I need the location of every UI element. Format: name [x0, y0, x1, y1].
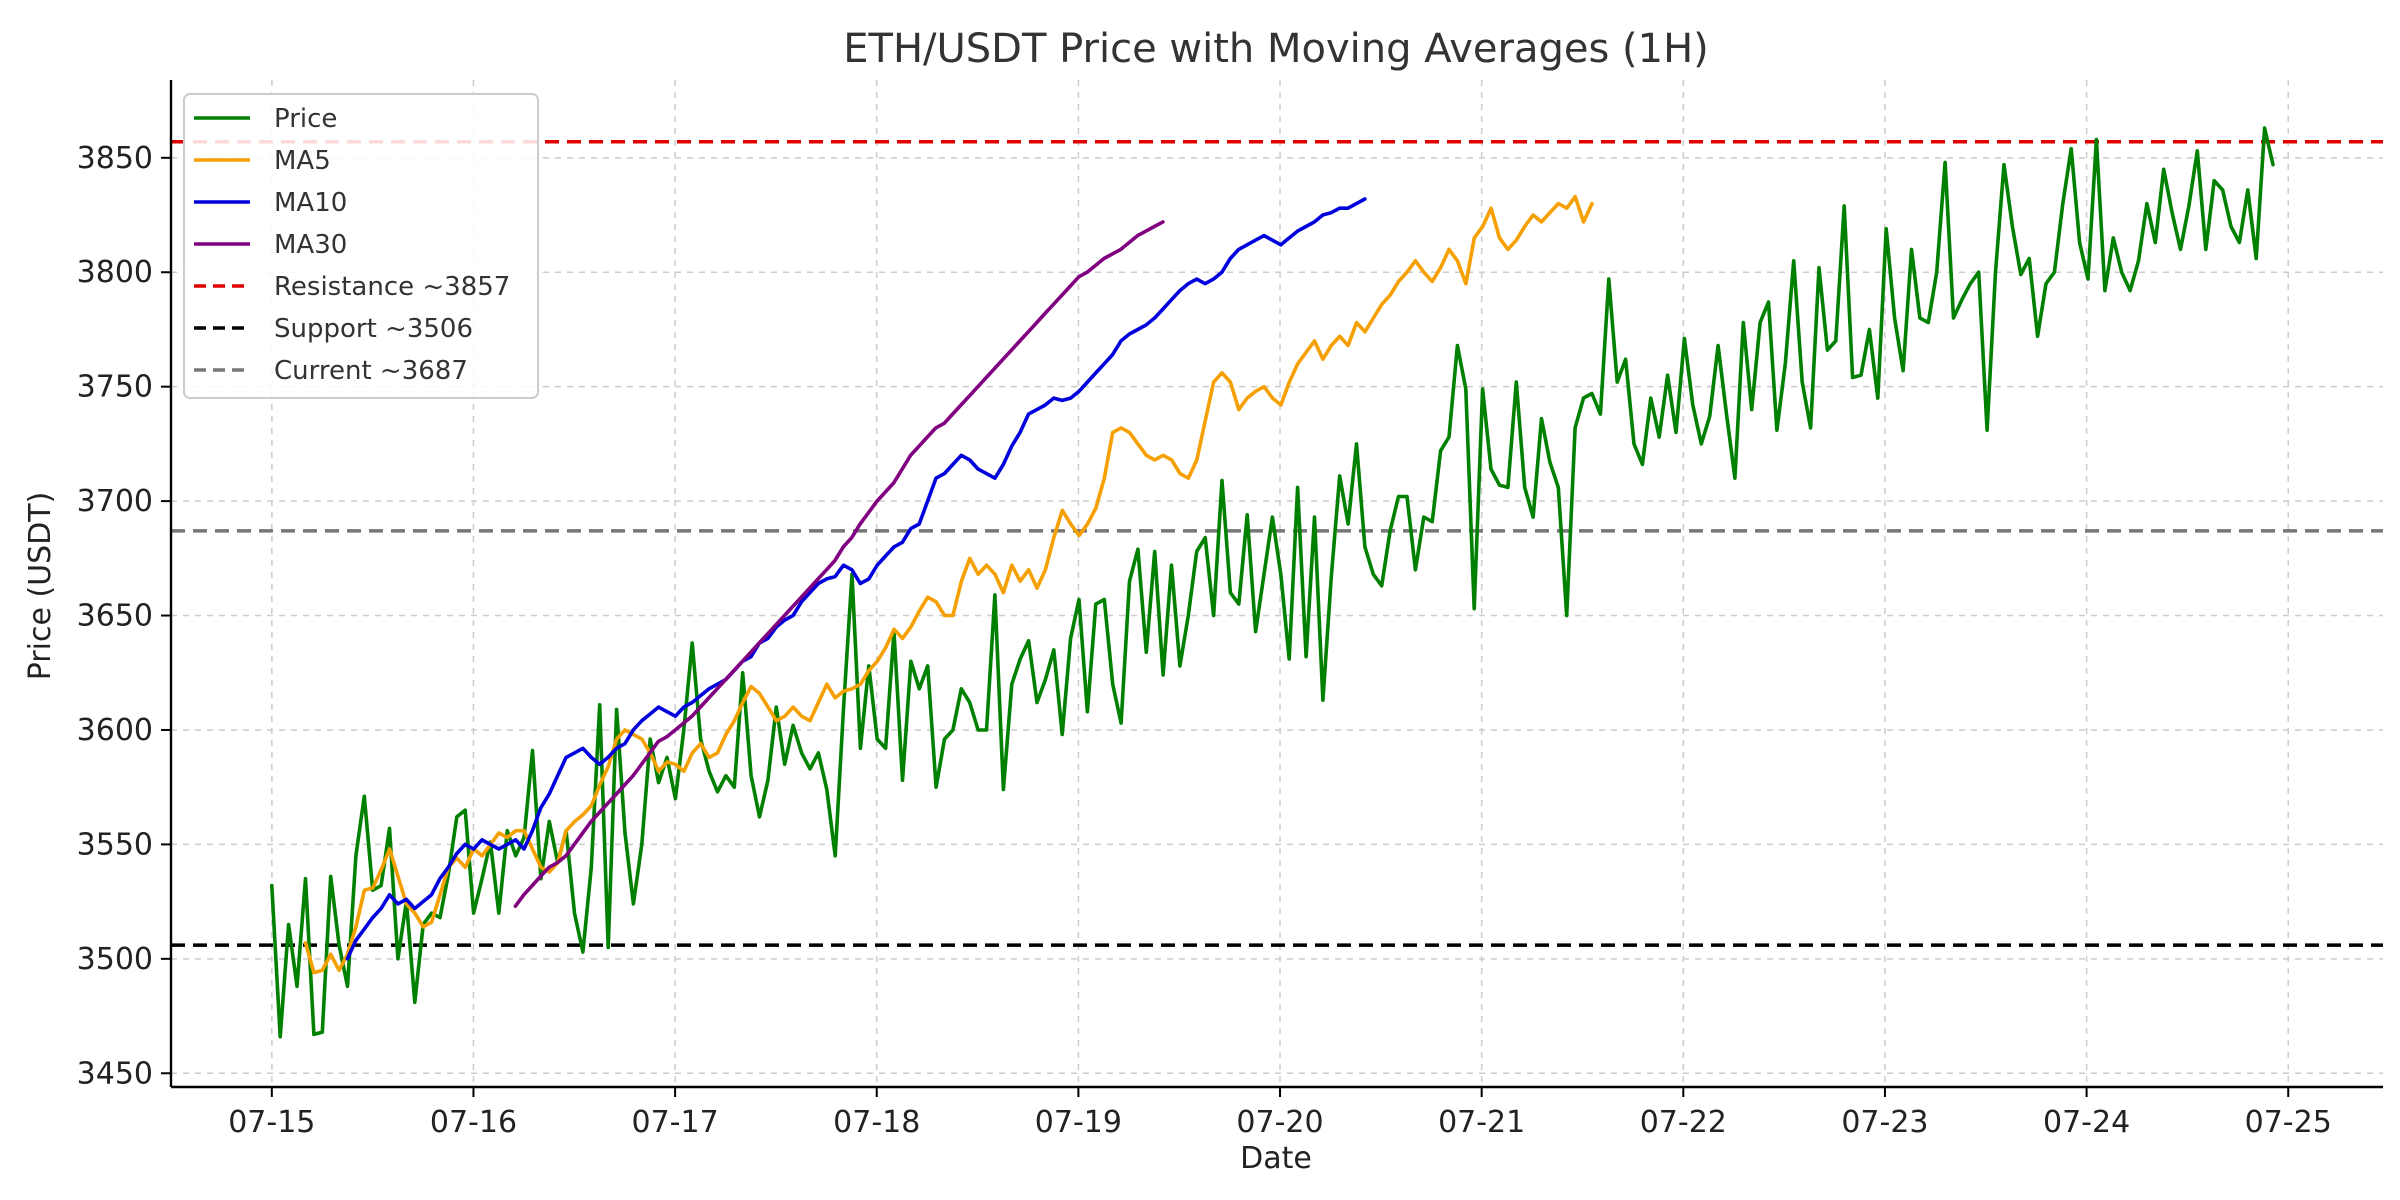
y-tick-label: 3700 — [77, 484, 153, 519]
x-tick-label: 07-24 — [2043, 1105, 2130, 1140]
y-axis-label: Price (USDT) — [23, 492, 58, 681]
series-ma10 — [345, 197, 1367, 961]
series-price — [269, 126, 2275, 1039]
x-tick-label: 07-17 — [632, 1105, 719, 1140]
series-line-price — [269, 126, 2275, 1039]
y-tick-label: 3800 — [77, 255, 153, 290]
y-tick-label: 3850 — [77, 141, 153, 176]
x-tick-label: 07-18 — [833, 1105, 920, 1140]
y-tick-label: 3750 — [77, 370, 153, 405]
series-line-ma30 — [513, 220, 1165, 909]
x-tick-label: 07-22 — [1640, 1105, 1727, 1140]
legend-label: Current ~3687 — [274, 356, 468, 386]
legend-label: MA10 — [274, 188, 347, 218]
legend-label: Price — [274, 104, 337, 134]
series-ma5 — [303, 194, 1594, 975]
y-tick-label: 3450 — [77, 1056, 153, 1091]
legend-label: Resistance ~3857 — [274, 272, 510, 302]
x-tick-label: 07-21 — [1438, 1105, 1525, 1140]
y-tick-label: 3650 — [77, 599, 153, 634]
series-line-ma10 — [345, 197, 1367, 961]
series-ma30 — [513, 220, 1165, 909]
series-lines — [269, 126, 2275, 1039]
legend-label: Support ~3506 — [274, 314, 473, 344]
x-tick-label: 07-16 — [430, 1105, 517, 1140]
x-axis-label: Date — [1240, 1141, 1312, 1176]
chart-title: ETH/USDT Price with Moving Averages (1H) — [843, 26, 1709, 72]
axes — [169, 80, 2383, 1089]
y-tick-label: 3550 — [77, 827, 153, 862]
x-tick-label: 07-15 — [228, 1105, 315, 1140]
x-tick-label: 07-20 — [1236, 1105, 1323, 1140]
y-tick-label: 3600 — [77, 713, 153, 748]
x-tick-label: 07-19 — [1035, 1105, 1122, 1140]
legend-box — [183, 93, 539, 399]
reference-lines — [171, 140, 2383, 947]
legend-label: MA30 — [274, 230, 347, 260]
x-tick-label: 07-23 — [1841, 1105, 1928, 1140]
legend: Price MA5 MA10 MA30 Resistance ~3857 Support … — [183, 93, 539, 399]
ticks: 3450 3500 3550 3600 3650 3700 3750 3800 3850 07-1… — [77, 141, 2332, 1140]
x-tick-label: 07-25 — [2245, 1105, 2332, 1140]
grid — [171, 80, 2383, 1087]
series-line-ma5 — [303, 194, 1594, 975]
y-tick-label: 3500 — [77, 942, 153, 977]
legend-label: MA5 — [274, 146, 331, 176]
